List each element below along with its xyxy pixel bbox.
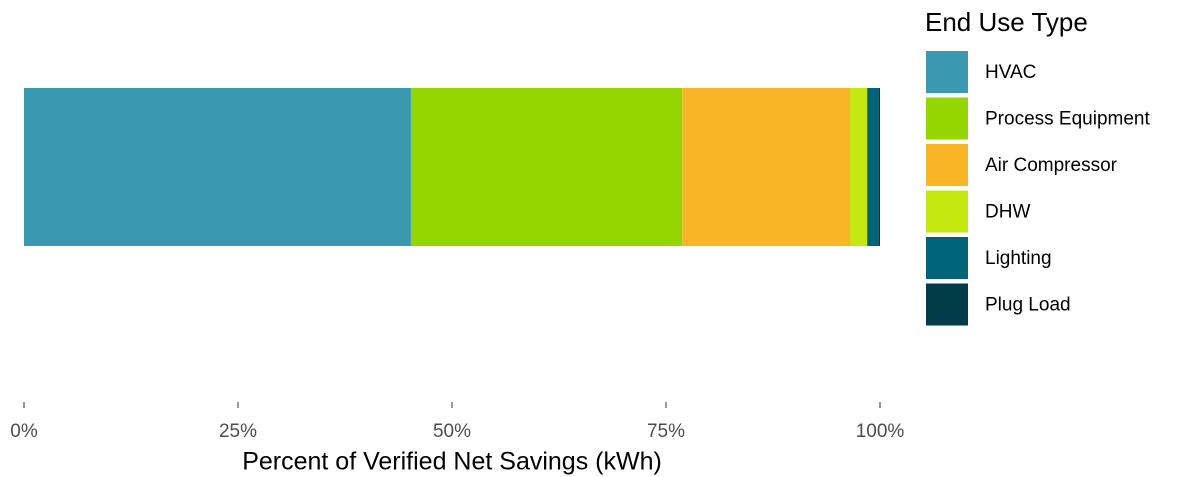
- bar-segment: [850, 88, 868, 246]
- bar-segment: [24, 88, 411, 246]
- legend-label: HVAC: [985, 62, 1036, 83]
- legend-label: Air Compressor: [985, 155, 1118, 176]
- legend-key: [924, 281, 970, 328]
- bar-segment: [410, 88, 683, 246]
- legend-label: Lighting: [985, 248, 1052, 269]
- x-tick-label: 75%: [647, 421, 685, 442]
- legend-title: End Use Type: [925, 7, 1088, 37]
- bar-segment: [878, 88, 880, 246]
- legend-label: Process Equipment: [985, 109, 1150, 130]
- x-tick-label: 100%: [856, 421, 905, 442]
- bar-segment: [867, 88, 879, 246]
- x-axis-title: Percent of Verified Net Savings (kWh): [242, 448, 662, 476]
- legend-key: [924, 188, 970, 235]
- legend-key: [924, 235, 970, 281]
- legend-key: [924, 142, 970, 188]
- bar-segment: [682, 88, 851, 246]
- legend-label: DHW: [985, 202, 1030, 223]
- legend-label: Plug Load: [985, 295, 1071, 316]
- x-tick-label: 0%: [10, 421, 38, 442]
- legend-key: [924, 95, 970, 142]
- x-tick-label: 50%: [433, 421, 471, 442]
- x-tick-label: 25%: [219, 421, 257, 442]
- legend-key: [924, 49, 970, 95]
